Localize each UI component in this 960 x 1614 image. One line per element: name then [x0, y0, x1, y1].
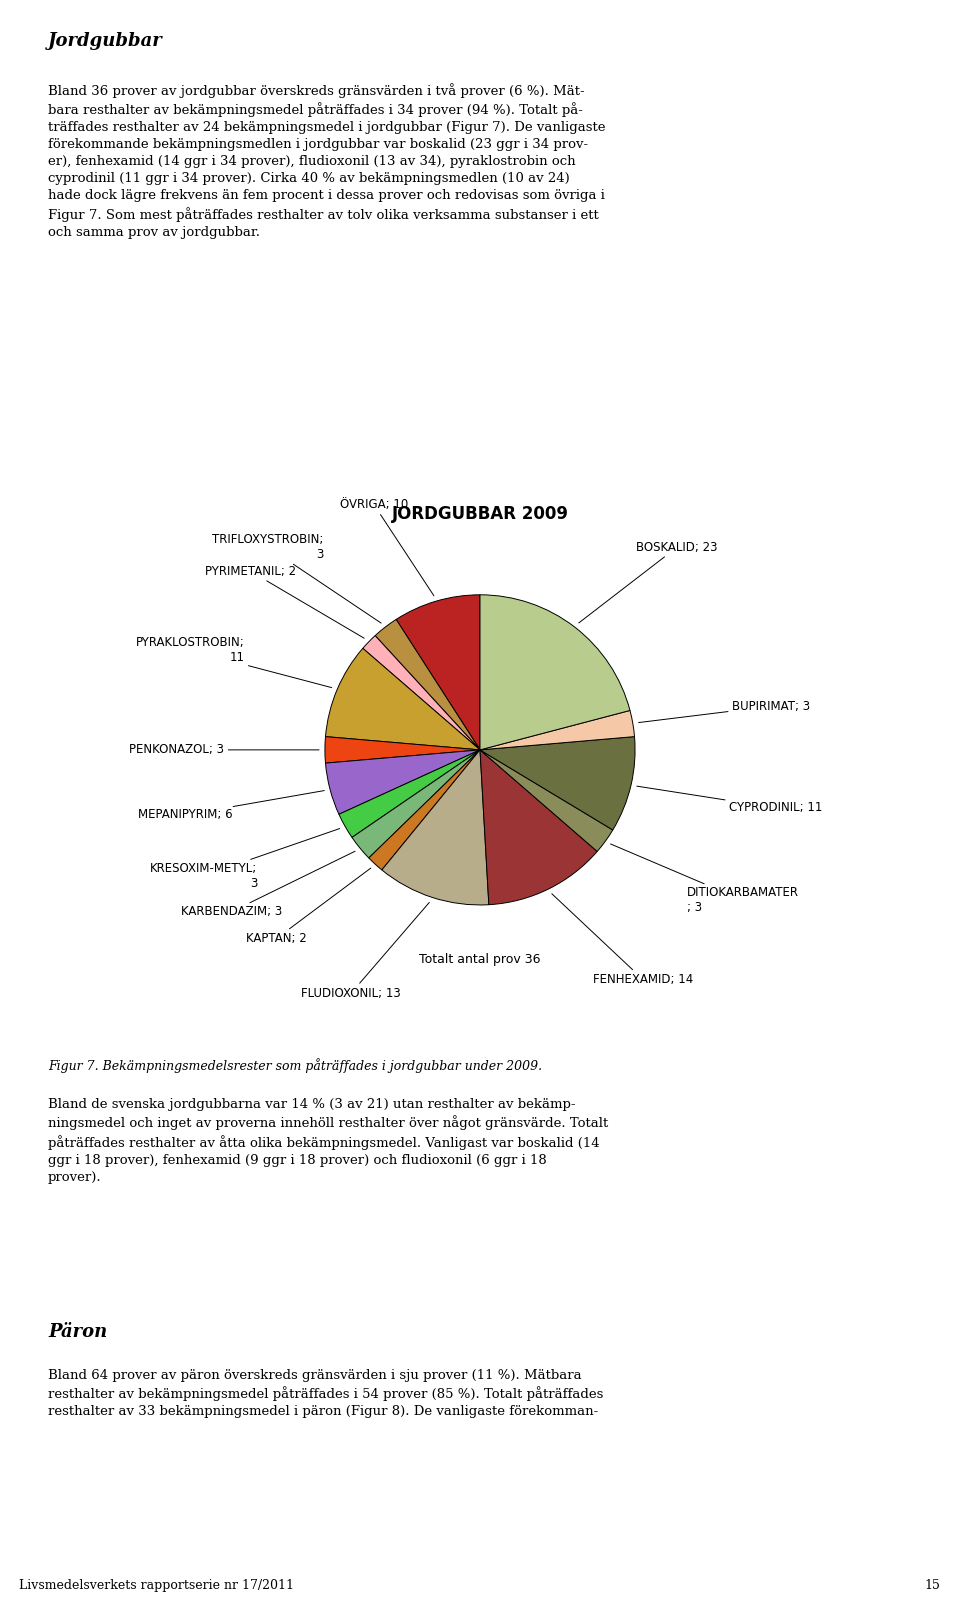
Text: ÖVRIGA; 10: ÖVRIGA; 10	[340, 497, 434, 596]
Wedge shape	[480, 736, 636, 830]
Text: BUPIRIMAT; 3: BUPIRIMAT; 3	[638, 700, 810, 723]
Wedge shape	[375, 620, 480, 751]
Text: KRESOXIM-METYL;
3: KRESOXIM-METYL; 3	[150, 828, 340, 889]
Wedge shape	[339, 751, 480, 838]
Wedge shape	[382, 751, 489, 905]
Wedge shape	[325, 649, 480, 751]
Wedge shape	[480, 751, 597, 905]
Text: Päron: Päron	[48, 1323, 108, 1341]
Text: Bland 36 prover av jordgubbar överskreds gränsvärden i två prover (6 %). Mät-
ba: Bland 36 prover av jordgubbar överskreds…	[48, 82, 606, 239]
Wedge shape	[480, 596, 630, 751]
Text: KARBENDAZIM; 3: KARBENDAZIM; 3	[180, 851, 355, 918]
Text: DITIOKARBAMATER
; 3: DITIOKARBAMATER ; 3	[611, 844, 799, 914]
Text: PENKONAZOL; 3: PENKONAZOL; 3	[130, 744, 319, 757]
Wedge shape	[352, 751, 480, 859]
Text: Bland de svenska jordgubbarna var 14 % (3 av 21) utan resthalter av bekämp-
ning: Bland de svenska jordgubbarna var 14 % (…	[48, 1098, 609, 1183]
Wedge shape	[325, 751, 480, 815]
Wedge shape	[369, 751, 480, 870]
Wedge shape	[480, 751, 612, 852]
Text: PYRIMETANIL; 2: PYRIMETANIL; 2	[205, 565, 364, 638]
Text: JORDGUBBAR 2009: JORDGUBBAR 2009	[392, 505, 568, 523]
Wedge shape	[396, 596, 480, 751]
Wedge shape	[324, 736, 480, 763]
Text: BOSKALID; 23: BOSKALID; 23	[579, 541, 718, 623]
Text: MEPANIPYRIM; 6: MEPANIPYRIM; 6	[138, 791, 324, 822]
Text: 15: 15	[924, 1578, 941, 1593]
Text: Totalt antal prov 36: Totalt antal prov 36	[420, 952, 540, 965]
Text: Jordgubbar: Jordgubbar	[48, 32, 163, 50]
Text: FENHEXAMID; 14: FENHEXAMID; 14	[552, 894, 693, 986]
Text: CYPRODINIL; 11: CYPRODINIL; 11	[636, 786, 823, 815]
Text: FLUDIOXONIL; 13: FLUDIOXONIL; 13	[301, 902, 429, 999]
Text: Bland 64 prover av päron överskreds gränsvärden i sju prover (11 %). Mätbara
res: Bland 64 prover av päron överskreds grän…	[48, 1369, 604, 1419]
Text: TRIFLOXYSTROBIN;
3: TRIFLOXYSTROBIN; 3	[212, 533, 381, 623]
Wedge shape	[480, 710, 635, 751]
Text: Livsmedelsverkets rapportserie nr 17/2011: Livsmedelsverkets rapportserie nr 17/201…	[19, 1578, 294, 1593]
Text: Figur 7. Bekämpningsmedelsrester som påträffades i jordgubbar under 2009.: Figur 7. Bekämpningsmedelsrester som påt…	[48, 1057, 542, 1073]
Wedge shape	[363, 636, 480, 751]
Text: PYRAKLOSTROBIN;
11: PYRAKLOSTROBIN; 11	[135, 636, 331, 688]
Text: KAPTAN; 2: KAPTAN; 2	[246, 868, 371, 944]
